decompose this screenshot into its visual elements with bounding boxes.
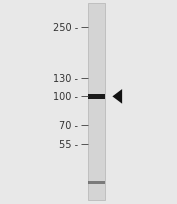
Bar (88, 4, 105, 200)
Text: 55 -: 55 - (59, 139, 78, 149)
Text: 250 -: 250 - (53, 23, 78, 32)
Bar (88, 181, 105, 184)
Bar (88, 94, 105, 100)
Polygon shape (112, 90, 122, 104)
Text: 100 -: 100 - (53, 92, 78, 102)
Text: 70 -: 70 - (59, 121, 78, 130)
Text: 130 -: 130 - (53, 74, 78, 83)
